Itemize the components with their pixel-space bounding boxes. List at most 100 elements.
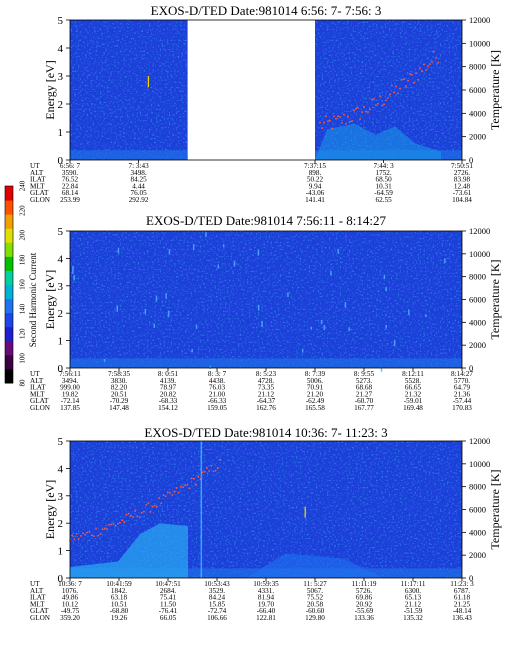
table-row-label: ALT — [30, 587, 44, 595]
table-cell: 73.35 — [258, 384, 275, 392]
y2-tick-label: 0 — [469, 363, 473, 373]
table-cell: 6787. — [454, 587, 470, 595]
table-row-label: ALT — [30, 377, 44, 385]
spectrogram-speckle — [153, 323, 155, 328]
temperature-point — [373, 98, 375, 100]
table-cell: 999.00 — [60, 384, 80, 392]
temperature-point — [425, 69, 427, 71]
table-cell: -64.37 — [257, 397, 276, 405]
table-cell: 898. — [309, 169, 322, 177]
table-cell: 359.20 — [60, 614, 80, 622]
table-cell: 8: 5:23 — [256, 370, 277, 378]
temperature-point — [339, 116, 341, 118]
table-row-label: GLAT — [30, 397, 49, 405]
temperature-point — [369, 108, 371, 111]
spectrogram-speckle — [168, 249, 171, 255]
temperature-point — [331, 127, 333, 130]
table-cell: 11:23: 3 — [450, 580, 474, 588]
colorbar-tick-label: 140 — [19, 303, 27, 314]
y2-tick-label: 8000 — [469, 272, 486, 282]
spectrogram-speckle — [257, 249, 260, 256]
y-tick-label: 5 — [58, 436, 64, 448]
temperature-point — [121, 519, 124, 522]
table-cell: -48.14 — [453, 607, 472, 615]
table-cell: 68.14 — [62, 189, 79, 197]
table-cell: 136.43 — [452, 614, 472, 622]
table-cell: 11: 5:27 — [303, 580, 327, 588]
table-cell: 84.24 — [209, 594, 226, 602]
table-row-label: MLT — [30, 600, 45, 608]
table-row-label: GLON — [30, 404, 51, 412]
temperature-point — [216, 467, 219, 470]
table-row-label: ILAT — [30, 384, 46, 392]
table-cell: 19.70 — [258, 600, 275, 608]
y-tick-label: 1 — [58, 127, 64, 139]
temperature-point — [193, 477, 195, 480]
y-tick-label: 2 — [58, 518, 64, 530]
temperature-point — [138, 516, 141, 519]
table-cell: 66.65 — [405, 384, 422, 392]
table-cell: 75.41 — [160, 594, 177, 602]
y2-tick-label: 4000 — [469, 527, 486, 537]
table-row-label: GLAT — [30, 607, 49, 615]
table-cell: 122.81 — [256, 614, 276, 622]
temperature-point — [375, 104, 377, 106]
table-cell: 4139. — [160, 377, 176, 385]
colorbar-swatch — [5, 340, 13, 356]
table-cell: 4.44 — [132, 182, 145, 190]
temperature-point — [387, 97, 389, 99]
table-cell: 82.20 — [111, 384, 128, 392]
spectrogram-speckle — [209, 365, 211, 370]
y2-axis-label: Temperature [K] — [488, 50, 502, 130]
spectrogram-enhancement — [70, 523, 188, 578]
temperature-point — [399, 87, 401, 90]
table-cell: -60.70 — [355, 397, 374, 405]
temperature-point — [379, 95, 381, 97]
temperature-point — [337, 115, 339, 118]
temperature-point — [143, 510, 145, 513]
spectrogram-speckle — [233, 260, 236, 267]
table-cell: 2726. — [454, 169, 470, 177]
temperature-point — [421, 70, 423, 73]
table-cell: 10.12 — [62, 600, 79, 608]
temperature-point — [184, 484, 187, 487]
table-cell: 65.13 — [405, 594, 422, 602]
table-cell: 7:37:15 — [304, 162, 326, 170]
temperature-point — [383, 103, 385, 106]
table-cell: 7:56:11 — [59, 370, 81, 378]
spectrogram-speckle — [155, 295, 158, 302]
temperature-point — [95, 527, 97, 530]
spectrogram-speckle — [323, 324, 326, 331]
temperature-point — [349, 120, 351, 123]
spectrogram-speckle — [191, 348, 193, 353]
temperature-point — [116, 522, 119, 525]
temperature-point — [93, 535, 95, 538]
table-row-label: ALT — [30, 169, 44, 177]
temperature-point — [325, 115, 327, 118]
table-cell: -59.01 — [404, 397, 423, 405]
temperature-point — [188, 487, 191, 490]
table-cell: -72.14 — [61, 397, 80, 405]
temperature-point — [190, 477, 193, 480]
colorbar-swatch — [5, 242, 13, 257]
y2-tick-label: 12000 — [469, 226, 490, 236]
table-cell: 15.85 — [209, 600, 226, 608]
table-cell: 21.25 — [454, 600, 471, 608]
table-cell: 19.26 — [111, 614, 128, 622]
temperature-point — [403, 78, 405, 81]
table-cell: -55.69 — [355, 607, 374, 615]
temperature-point — [77, 537, 80, 540]
temperature-point — [395, 85, 397, 88]
colorbar: 80 100 120 140 160 180 200 220 240 Second Harmoni… — [4, 180, 38, 387]
table-row-label: ILAT — [30, 594, 46, 602]
temperature-point — [166, 491, 169, 494]
table-cell: 68.50 — [376, 176, 393, 184]
table-row-label: GLON — [30, 196, 51, 204]
temperature-point — [110, 523, 113, 526]
y-tick-label: 3 — [58, 491, 64, 503]
table-cell: 1076. — [62, 587, 78, 595]
temperature-point — [219, 458, 221, 461]
y-tick-label: 1 — [58, 546, 64, 558]
table-cell: 21.12 — [405, 600, 422, 608]
